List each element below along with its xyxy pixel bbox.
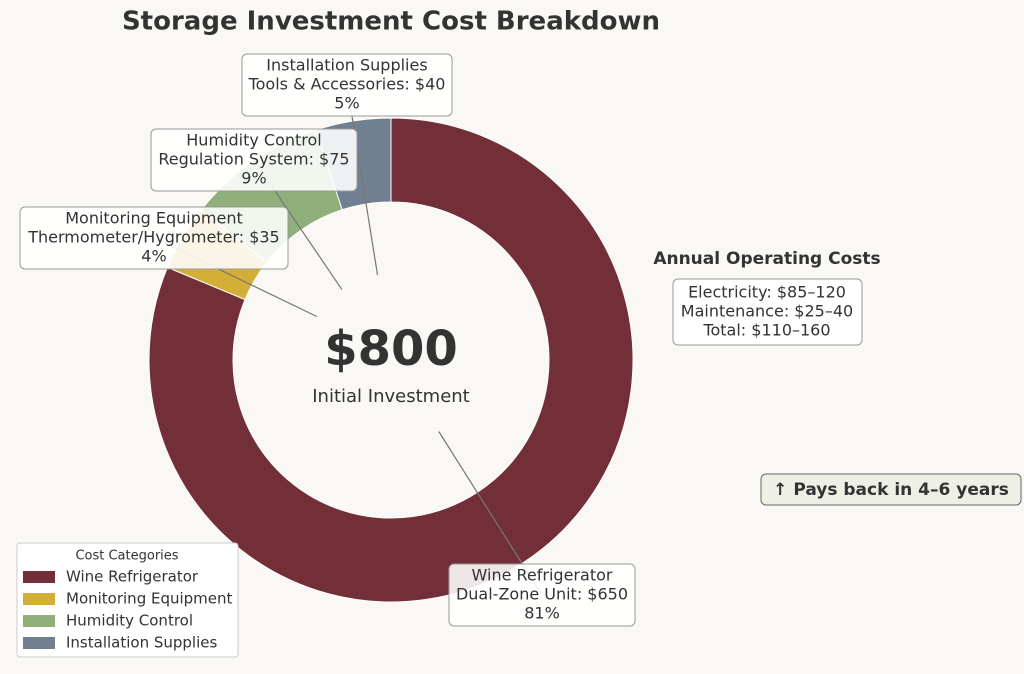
slice	[148, 117, 634, 603]
operating-box	[672, 278, 863, 346]
chart-title: Storage Investment Cost Breakdown	[122, 7, 660, 37]
leader-line	[346, 84, 379, 276]
legend-label: Humidity Control	[66, 612, 193, 630]
annotation-value: Tools & Accessories: $40	[248, 75, 446, 94]
legend-swatch	[23, 637, 55, 649]
annotation-box	[19, 206, 289, 270]
annotation-percent: 9%	[241, 169, 266, 188]
legend-label: Installation Supplies	[66, 634, 217, 652]
legend-box	[16, 542, 239, 658]
legend-label: Wine Refrigerator	[66, 568, 199, 586]
annotation-category: Monitoring Equipment	[65, 209, 243, 228]
annotation-percent: 4%	[141, 247, 166, 266]
legend-swatch	[23, 571, 55, 583]
annotation-percent: 81%	[524, 604, 560, 623]
operating-line: Total: $110–160	[702, 321, 830, 340]
annotation-category: Humidity Control	[186, 131, 321, 150]
legend-label: Monitoring Equipment	[66, 590, 233, 608]
annotation-box	[150, 128, 358, 192]
note: ↑ Pays back in 4–6 years	[773, 480, 1009, 500]
center-label: $800	[324, 321, 458, 377]
annotation-percent: 5%	[334, 94, 359, 113]
note-box	[760, 473, 1022, 506]
annotation-value: Regulation System: $75	[158, 150, 349, 169]
annotation-value: Thermometer/Hygrometer: $35	[27, 228, 279, 247]
operating-title: Annual Operating Costs	[653, 249, 880, 269]
legend-title: Cost Categories	[75, 549, 178, 564]
annotation-box	[448, 563, 636, 627]
operating-line: Electricity: $85–120	[688, 283, 846, 302]
annotation-box	[241, 53, 453, 117]
legend-swatch	[23, 593, 55, 605]
center-caption: Initial Investment	[312, 386, 469, 407]
annotation-category: Installation Supplies	[266, 56, 427, 75]
legend-swatch	[23, 615, 55, 627]
annotation-value: Dual-Zone Unit: $650	[456, 585, 628, 604]
operating-line: Maintenance: $25–40	[681, 302, 853, 321]
legend: Cost Categories Wine Refrigerator Monitor…	[16, 542, 239, 658]
annotation-category: Wine Refrigerator	[472, 566, 613, 585]
